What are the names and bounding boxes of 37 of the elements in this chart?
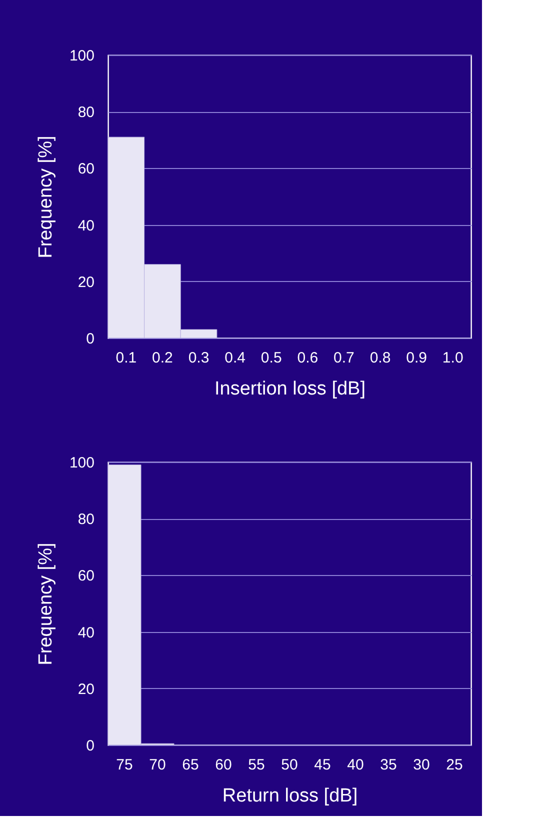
y-tick-label: 20 bbox=[78, 274, 94, 291]
x-tick-label: 70 bbox=[149, 756, 166, 774]
x-tick-label: 0.2 bbox=[152, 350, 173, 366]
y-tick-label: 100 bbox=[69, 48, 94, 64]
y-axis-title: Frequency [%] bbox=[35, 542, 56, 666]
y-tick-label: 40 bbox=[78, 624, 94, 642]
x-tick-label: 0.8 bbox=[370, 350, 391, 366]
x-tick-label: 65 bbox=[182, 756, 199, 774]
x-tick-label: 35 bbox=[380, 756, 397, 774]
x-tick-label: 40 bbox=[347, 756, 364, 774]
y-tick-label: 100 bbox=[69, 454, 94, 472]
x-axis-title: Return loss [dB] bbox=[222, 786, 358, 806]
x-tick-label: 0.7 bbox=[334, 350, 354, 366]
x-tick-label: 30 bbox=[413, 756, 430, 774]
y-tick-label: 80 bbox=[78, 511, 94, 528]
y-tick-label: 80 bbox=[78, 104, 94, 122]
y-tick-label: 60 bbox=[78, 160, 94, 178]
x-tick-label: 60 bbox=[215, 756, 232, 774]
x-tick-label: 50 bbox=[281, 756, 298, 774]
y-tick-label: 40 bbox=[78, 217, 94, 234]
x-tick-label: 25 bbox=[446, 756, 463, 774]
x-tick-label: 0.4 bbox=[224, 350, 246, 366]
x-tick-label: 0.6 bbox=[297, 350, 318, 366]
x-tick-label: 45 bbox=[314, 756, 331, 774]
x-tick-label: 0.1 bbox=[116, 350, 137, 366]
x-tick-label: 55 bbox=[248, 756, 265, 774]
x-tick-label: 75 bbox=[116, 756, 133, 774]
y-tick-label: 20 bbox=[78, 680, 94, 698]
y-tick-label: 60 bbox=[78, 568, 94, 585]
x-tick-label: 0.5 bbox=[260, 350, 282, 366]
x-tick-label: 0.3 bbox=[188, 350, 210, 366]
x-tick-label: 0.9 bbox=[406, 350, 427, 366]
x-axis-title: Insertion loss [dB] bbox=[214, 378, 366, 400]
y-tick-label: 0 bbox=[86, 738, 94, 754]
x-tick-label: 1.0 bbox=[442, 350, 464, 366]
y-axis-title: Frequency [%] bbox=[35, 136, 56, 258]
y-tick-label: 0 bbox=[86, 330, 94, 348]
